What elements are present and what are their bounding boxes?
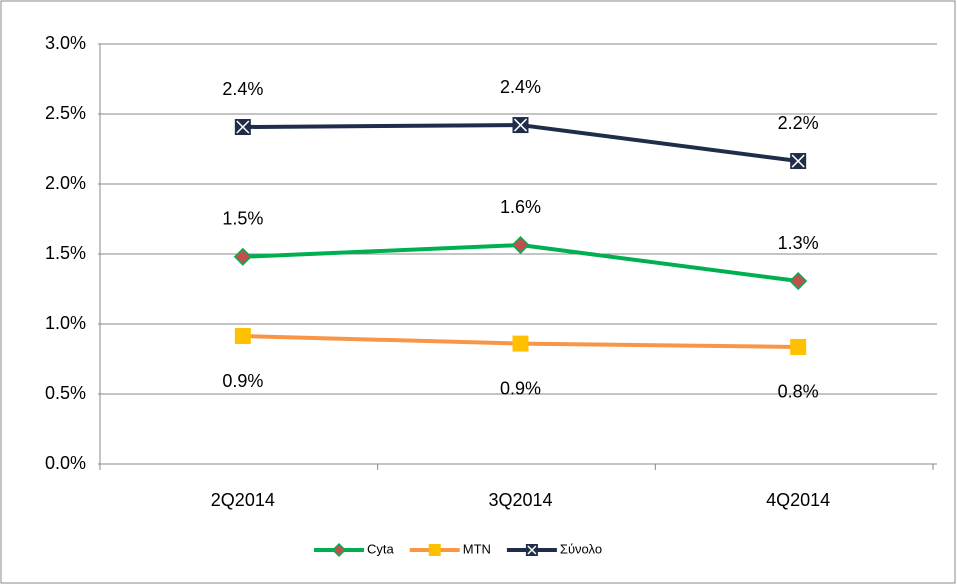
legend-label: Cyta xyxy=(367,541,395,556)
y-tick-label: 2.5% xyxy=(45,103,86,123)
data-label: 2.4% xyxy=(500,77,541,97)
marker xyxy=(234,119,251,136)
y-tick-label: 3.0% xyxy=(45,33,86,53)
y-tick-label: 0.5% xyxy=(45,383,86,403)
x-tick-label: 4Q2014 xyxy=(766,490,830,510)
marker xyxy=(525,544,538,556)
x-tick-label: 3Q2014 xyxy=(488,490,552,510)
data-label: 0.9% xyxy=(222,371,263,391)
marker xyxy=(789,271,808,291)
y-tick-label: 0.0% xyxy=(45,453,86,473)
legend-label: Σύνολο xyxy=(560,541,602,556)
marker xyxy=(234,328,251,345)
data-label: 0.9% xyxy=(500,378,541,398)
marker xyxy=(790,338,807,355)
marker xyxy=(790,153,807,170)
marker xyxy=(428,544,441,556)
marker xyxy=(512,335,529,352)
y-tick-label: 1.5% xyxy=(45,243,86,263)
x-tick-label: 2Q2014 xyxy=(211,490,275,510)
data-label: 1.5% xyxy=(222,209,263,229)
y-tick-label: 2.0% xyxy=(45,173,86,193)
data-label: 2.4% xyxy=(222,79,263,99)
data-label: 2.2% xyxy=(778,113,819,133)
data-label: 0.8% xyxy=(778,382,819,402)
data-label: 1.6% xyxy=(500,197,541,217)
marker xyxy=(512,117,529,134)
marker xyxy=(511,235,530,255)
marker xyxy=(331,542,347,558)
data-label: 1.3% xyxy=(778,233,819,253)
marker xyxy=(233,247,252,266)
y-tick-label: 1.0% xyxy=(45,313,86,333)
legend-label: MTN xyxy=(463,541,491,556)
